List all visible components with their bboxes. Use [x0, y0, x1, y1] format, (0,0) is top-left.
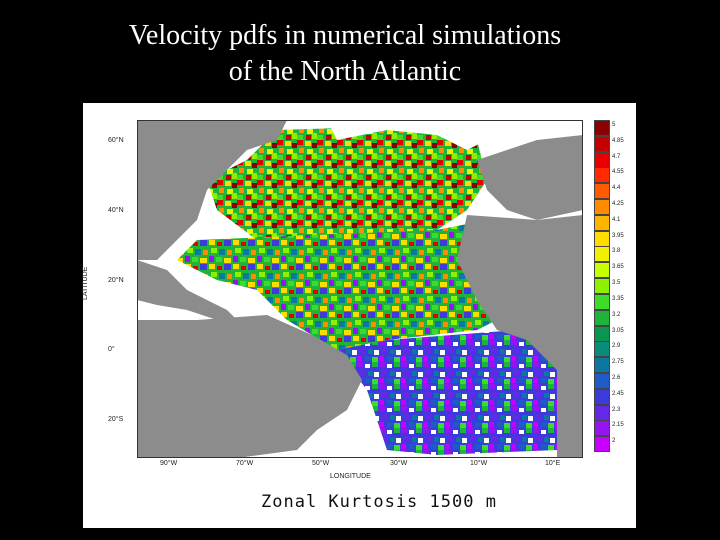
colorbar-label: 2.9	[612, 343, 621, 350]
central-america-land	[137, 260, 237, 320]
colorbar-swatch	[594, 436, 610, 453]
colorbar-swatch	[594, 404, 610, 421]
colorbar-label: 3.8	[612, 248, 621, 255]
colorbar-label: 2.75	[612, 359, 624, 366]
colorbar-swatch	[594, 262, 610, 279]
south-america-land	[137, 315, 362, 458]
ocean-south-field	[337, 330, 557, 455]
colorbar-label: 3.05	[612, 327, 624, 334]
colorbar-swatch	[594, 120, 610, 136]
colorbar-label: 2.45	[612, 390, 624, 397]
greenland-ice	[327, 120, 497, 150]
lat-tick: 20°N	[108, 277, 124, 284]
ocean-map	[137, 120, 583, 458]
colorbar-label: 3.2	[612, 311, 621, 318]
colorbar-swatch	[594, 230, 610, 247]
lon-tick: 10°E	[545, 460, 561, 467]
lat-tick: 60°N	[108, 137, 124, 144]
lat-tick: 0°	[108, 346, 115, 353]
colorbar-swatch	[594, 293, 610, 310]
colorbar-label: 3.95	[612, 232, 624, 239]
colorbar-swatch	[594, 167, 610, 184]
colorbar-swatch	[594, 183, 610, 200]
colorbar-label: 2.3	[612, 406, 621, 413]
colorbar-label: 5	[612, 122, 616, 128]
lat-tick: 20°S	[108, 416, 124, 423]
map-frame	[137, 120, 583, 458]
lat-tick: 40°N	[108, 207, 124, 214]
colorbar-swatch	[594, 372, 610, 389]
colorbar-swatch	[594, 341, 610, 358]
title-line-1: Velocity pdfs in numerical simulations	[128, 20, 562, 51]
europe-land	[477, 135, 583, 220]
map-caption: Zonal Kurtosis 1500 m	[261, 492, 497, 512]
colorbar-swatch	[594, 151, 610, 168]
lon-tick: 50°W	[312, 460, 330, 467]
colorbar-swatch	[594, 309, 610, 326]
ocean-mid-field	[177, 220, 517, 350]
colorbar-label: 2.15	[612, 422, 624, 429]
slide-title: Velocity pdfs in numerical simulations o…	[0, 18, 690, 90]
colorbar-label: 4.1	[612, 216, 621, 223]
colorbar-swatch	[594, 246, 610, 263]
colorbar-swatch	[594, 278, 610, 295]
lon-tick: 30°W	[390, 460, 408, 467]
colorbar-label: 4.7	[612, 153, 621, 160]
colorbar-label: 4.25	[612, 201, 624, 208]
colorbar-label: 4.4	[612, 185, 621, 192]
colorbar	[594, 120, 610, 453]
lon-tick: 90°W	[160, 460, 178, 467]
colorbar-label: 3.65	[612, 264, 624, 271]
colorbar-label: 2	[612, 438, 616, 445]
title-line-2: of the North Atlantic	[228, 56, 462, 87]
colorbar-label: 3.5	[612, 280, 621, 287]
north-america-land	[137, 120, 287, 260]
ocean-north-field	[207, 125, 487, 240]
lon-tick: 10°W	[470, 460, 488, 467]
colorbar-swatch	[594, 135, 610, 152]
colorbar-swatch	[594, 357, 610, 374]
colorbar-swatch	[594, 214, 610, 231]
y-axis-label: LATITUDE	[82, 266, 89, 300]
africa-land	[457, 215, 583, 458]
colorbar-swatch	[594, 199, 610, 216]
colorbar-label: 4.55	[612, 169, 624, 176]
x-axis-label: LONGITUDE	[330, 473, 371, 480]
colorbar-label: 3.35	[612, 295, 624, 302]
colorbar-label: 4.85	[612, 137, 624, 144]
colorbar-swatch	[594, 420, 610, 437]
lon-tick: 70°W	[236, 460, 254, 467]
colorbar-swatch	[594, 325, 610, 342]
colorbar-swatch	[594, 388, 610, 405]
colorbar-label: 2.6	[612, 374, 621, 381]
